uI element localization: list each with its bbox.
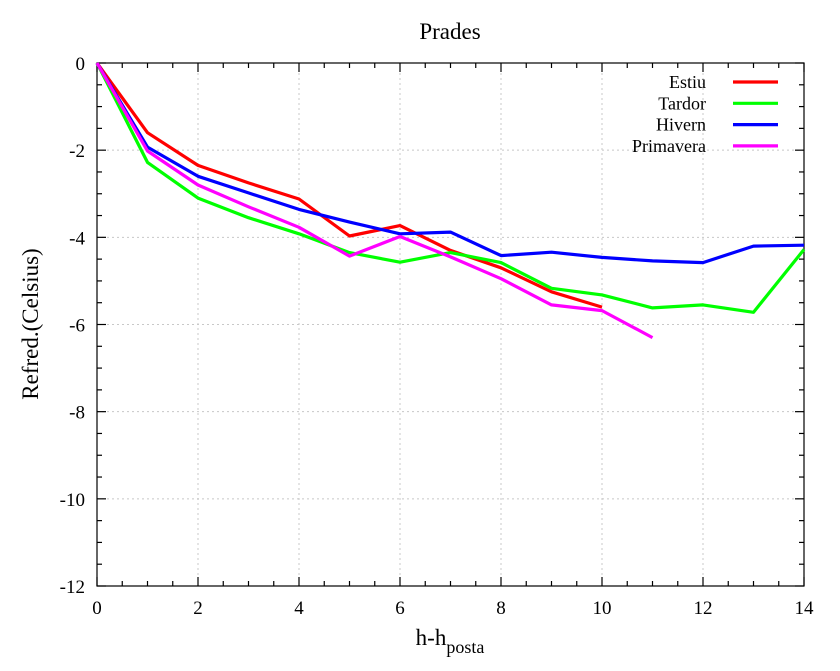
x-tick-label: 2 <box>193 598 203 619</box>
x-tick-label: 0 <box>92 598 102 619</box>
y-tick-label: -8 <box>69 403 85 424</box>
x-axis-label-subscript: posta <box>446 637 484 657</box>
series-line-primavera <box>95 62 654 340</box>
y-tick-label: -10 <box>60 490 85 511</box>
y-tick-label: -2 <box>69 141 85 162</box>
x-tick-label: 4 <box>294 598 304 619</box>
series-group <box>95 62 806 340</box>
y-axis-label: Refred.(Celsius) <box>18 248 43 399</box>
x-axis-label-main: h-h <box>416 625 447 650</box>
x-tick-label: 8 <box>496 598 506 619</box>
x-tick-label: 14 <box>795 598 815 619</box>
series-line-estiu <box>95 62 603 309</box>
x-tick-label: 6 <box>395 598 405 619</box>
legend-label-estiu: Estiu <box>669 72 706 92</box>
legend-label-tardor: Tardor <box>658 93 706 113</box>
chart-title: Prades <box>419 19 480 44</box>
x-axis-label: h-hposta <box>416 625 485 657</box>
y-tick-label: 0 <box>76 54 86 75</box>
grid <box>97 63 804 586</box>
series-line-tardor <box>95 62 806 314</box>
x-tick-label: 10 <box>593 598 612 619</box>
axis-ticks: 0 2 4 6 8 10 12 14 0 -2 -4 -6 -8 -10 -12 <box>60 54 814 619</box>
y-tick-label: -6 <box>69 316 85 337</box>
legend-label-primavera: Primavera <box>632 136 706 156</box>
y-tick-label: -12 <box>60 577 85 598</box>
y-tick-label: -4 <box>69 228 85 249</box>
series-line-hivern <box>95 62 805 265</box>
x-tick-label: 12 <box>694 598 713 619</box>
legend-label-hivern: Hivern <box>656 115 706 135</box>
